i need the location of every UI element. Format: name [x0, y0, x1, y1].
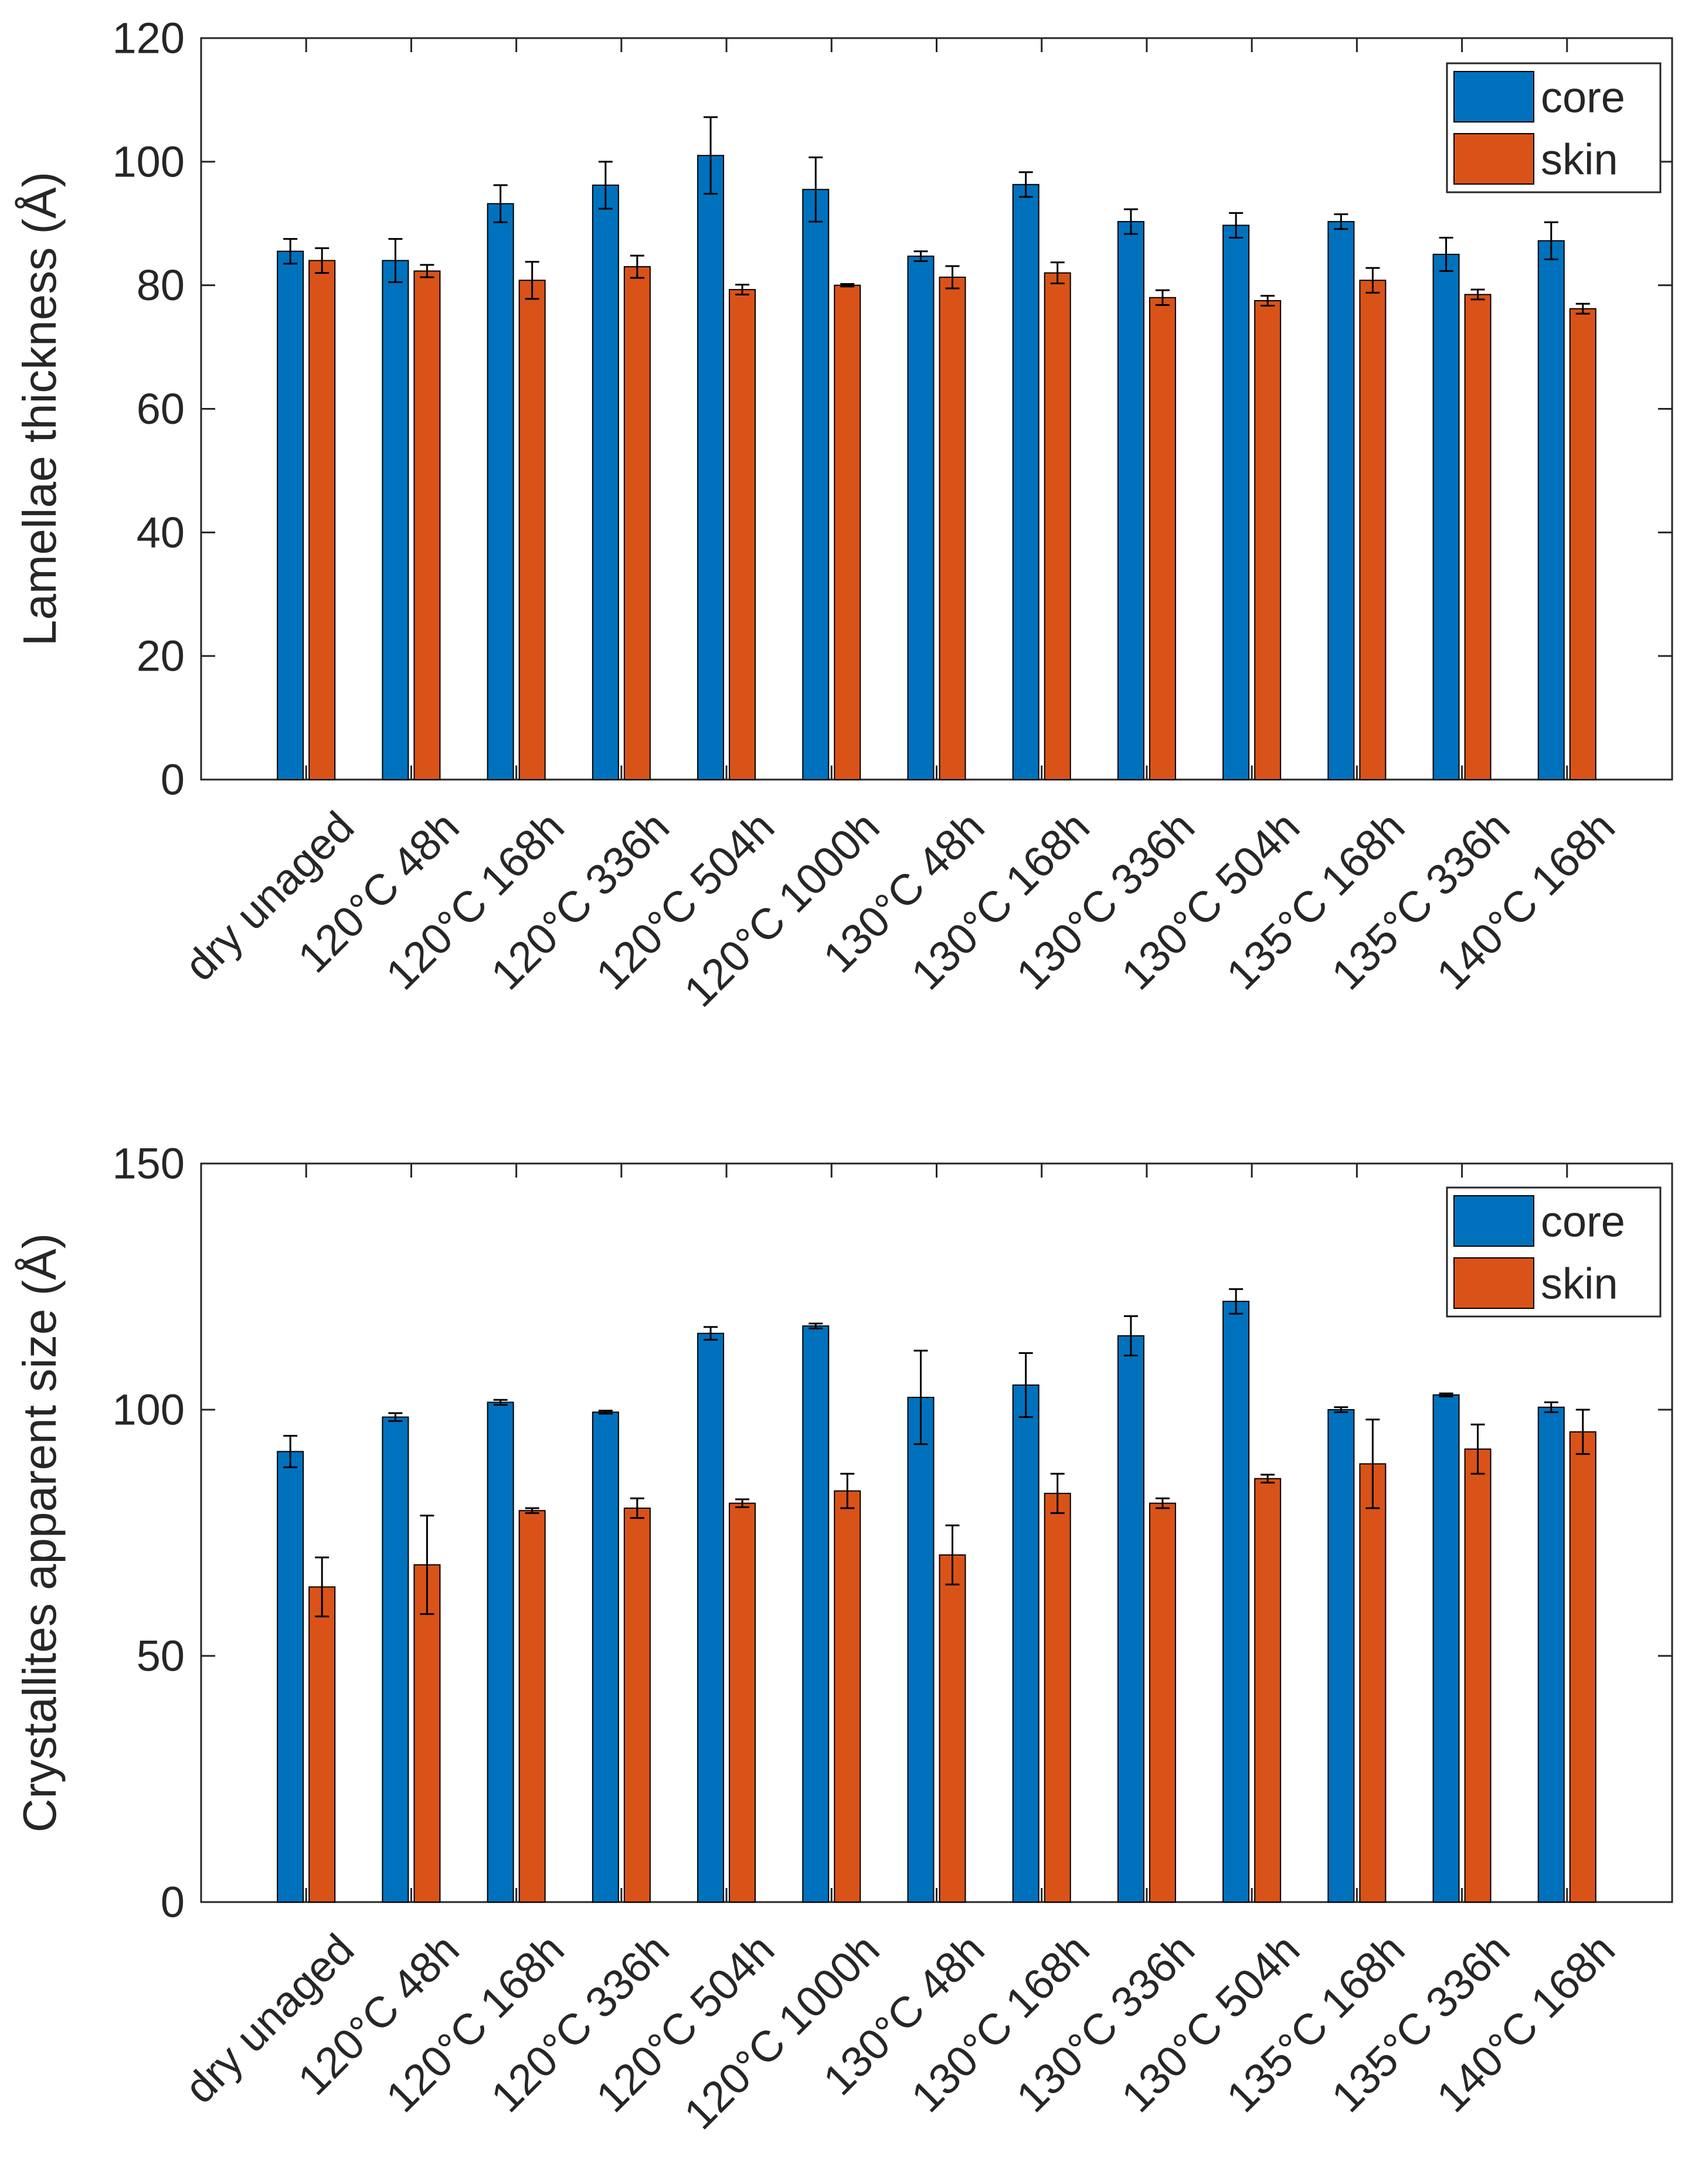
bar-skin-120c-504h: [729, 1502, 756, 1903]
bar-core-120c-1000h: [802, 1325, 830, 1903]
bar-core-120c-504h: [697, 1332, 725, 1903]
legend-label-core: core: [1541, 73, 1625, 122]
y-tick-label-0: 0: [161, 1878, 185, 1927]
y-axis-label: Crystallites apparent size (Å): [13, 1233, 66, 1833]
bar-core-130c-336h: [1117, 221, 1144, 780]
y-tick-label-20: 20: [137, 632, 185, 681]
legend-swatch-core: [1453, 1195, 1534, 1247]
bar-skin-130c-504h: [1254, 1478, 1282, 1903]
legend-swatch-skin: [1453, 1257, 1534, 1309]
bar-skin-130c-48h: [939, 1554, 966, 1903]
bar-core-130c-336h: [1117, 1335, 1144, 1903]
bar-core-140c-168h: [1537, 240, 1565, 780]
legend-label-core: core: [1541, 1198, 1625, 1246]
bar-skin-140c-168h: [1569, 1431, 1596, 1903]
bar-skin-135c-336h: [1464, 1448, 1492, 1903]
bar-core-130c-48h: [907, 1397, 935, 1903]
bar-skin-135c-168h: [1359, 280, 1387, 780]
bar-skin-dry-unaged: [308, 260, 336, 780]
bar-core-135c-168h: [1327, 1409, 1355, 1903]
bar-core-130c-504h: [1222, 224, 1250, 781]
bar-core-135c-168h: [1327, 221, 1355, 780]
bar-skin-120c-1000h: [834, 284, 861, 780]
bar-skin-120c-336h: [623, 266, 651, 780]
bar-skin-120c-168h: [518, 1510, 546, 1903]
bar-core-140c-168h: [1537, 1406, 1565, 1903]
bar-core-135c-336h: [1432, 1394, 1460, 1903]
y-axis-label: Lamellae thickness (Å): [13, 172, 66, 646]
y-tick-label-120: 120: [113, 14, 185, 63]
bar-skin-130c-336h: [1149, 1502, 1176, 1903]
bar-skin-120c-1000h: [834, 1490, 861, 1903]
legend-swatch-core: [1453, 71, 1534, 123]
bar-skin-130c-336h: [1149, 297, 1176, 780]
y-tick-label-50: 50: [137, 1632, 185, 1680]
bar-core-120c-48h: [382, 260, 409, 780]
bar-skin-130c-504h: [1254, 300, 1282, 780]
bar-core-dry-unaged: [277, 250, 304, 780]
bar-skin-120c-48h: [413, 270, 441, 780]
bar-core-120c-336h: [592, 1411, 619, 1903]
bar-core-120c-336h: [592, 184, 619, 780]
bar-core-120c-168h: [487, 203, 514, 780]
y-tick-label-100: 100: [113, 137, 185, 186]
legend-swatch-skin: [1453, 133, 1534, 185]
bar-skin-120c-48h: [413, 1564, 441, 1903]
bar-skin-dry-unaged: [308, 1586, 336, 1903]
bar-core-130c-168h: [1012, 1384, 1039, 1903]
bar-skin-120c-504h: [729, 289, 756, 780]
bar-skin-130c-168h: [1044, 272, 1071, 781]
bar-skin-130c-48h: [939, 276, 966, 780]
bar-skin-120c-336h: [623, 1508, 651, 1903]
bar-core-dry-unaged: [277, 1451, 304, 1903]
bar-skin-135c-168h: [1359, 1463, 1387, 1903]
bar-skin-120c-168h: [518, 280, 546, 780]
legend-label-skin: skin: [1541, 135, 1618, 184]
legend-label-skin: skin: [1541, 1260, 1618, 1308]
y-tick-label-40: 40: [137, 508, 185, 557]
bar-core-135c-336h: [1432, 253, 1460, 781]
y-tick-label-60: 60: [137, 385, 185, 433]
y-tick-label-150: 150: [113, 1139, 185, 1188]
bar-skin-135c-336h: [1464, 294, 1492, 780]
bar-skin-130c-168h: [1044, 1492, 1071, 1903]
bar-core-120c-48h: [382, 1416, 409, 1903]
y-tick-label-100: 100: [113, 1386, 185, 1434]
bar-core-130c-504h: [1222, 1301, 1250, 1903]
bar-core-120c-504h: [697, 155, 725, 781]
bar-core-120c-1000h: [802, 189, 830, 781]
bar-core-130c-168h: [1012, 183, 1039, 780]
y-tick-label-80: 80: [137, 261, 185, 309]
bar-skin-140c-168h: [1569, 308, 1596, 780]
y-tick-label-0: 0: [161, 756, 185, 804]
bar-core-130c-48h: [907, 256, 935, 780]
bar-core-120c-168h: [487, 1401, 514, 1903]
